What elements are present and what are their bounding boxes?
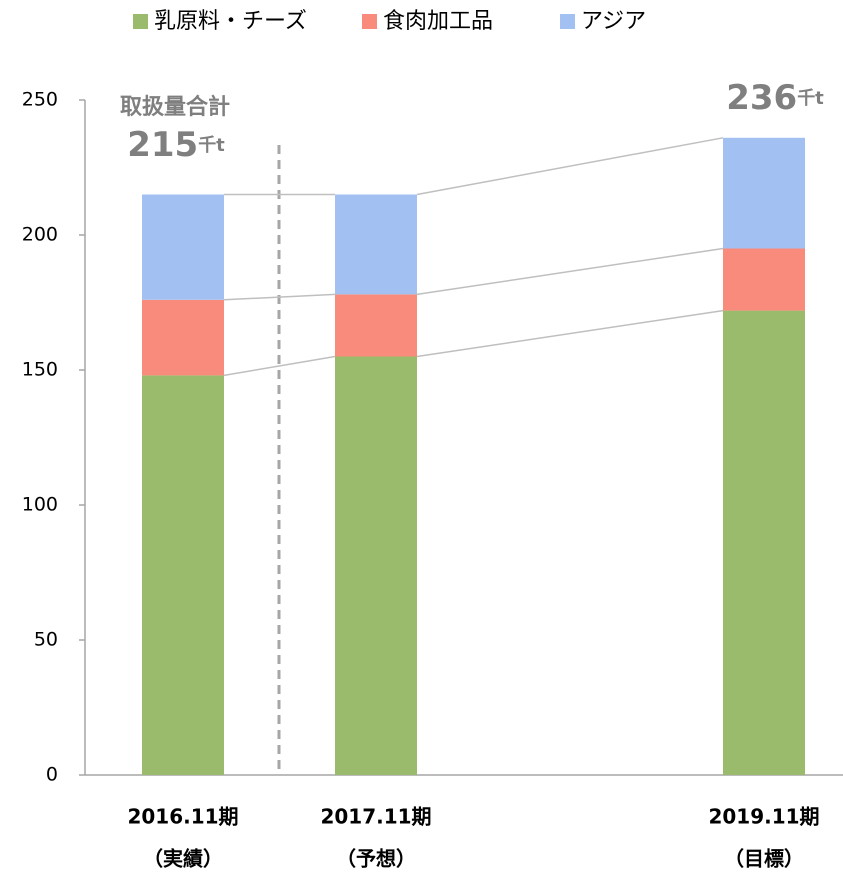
y-tick-label: 150 <box>22 359 58 381</box>
total-number: 215 <box>127 125 198 165</box>
connector-line <box>223 355 336 377</box>
y-tick-label: 0 <box>46 764 58 786</box>
x-tick-label: 2016.11期 <box>127 805 238 829</box>
x-tick-label: 2017.11期 <box>320 805 431 829</box>
total-value: 236千t <box>726 78 824 118</box>
y-tick-label: 250 <box>22 89 58 111</box>
bar-segment <box>335 194 417 295</box>
legend-swatch <box>362 14 377 29</box>
legend-swatch <box>560 14 575 29</box>
total-number: 236 <box>726 78 797 118</box>
bar-segment <box>723 248 805 311</box>
legend-swatch <box>133 14 148 29</box>
x-tick-note: （目標） <box>724 847 804 871</box>
bar-segment <box>335 356 417 775</box>
bar-segment <box>142 375 224 775</box>
bar-segment <box>723 137 805 249</box>
connector-line <box>223 293 336 301</box>
y-tick-label: 100 <box>22 494 58 516</box>
bar-segment <box>142 299 224 376</box>
bar-segment <box>335 294 417 357</box>
y-tick-label: 50 <box>34 629 58 651</box>
total-unit: 千t <box>797 88 824 109</box>
y-tick-label: 200 <box>22 224 58 246</box>
legend-label: アジア <box>581 9 646 34</box>
total-unit: 千t <box>198 135 225 156</box>
x-tick-note: （予想） <box>336 847 416 871</box>
legend-label: 乳原料・チーズ <box>154 9 307 34</box>
x-tick-note: （実績） <box>143 847 223 871</box>
total-value: 215千t <box>127 125 225 165</box>
bar-segment <box>142 194 224 300</box>
x-tick-label: 2019.11期 <box>708 805 819 829</box>
legend-label: 食肉加工品 <box>383 9 493 34</box>
connector-line <box>416 247 724 296</box>
connector-line <box>416 137 724 196</box>
bar-segment <box>723 310 805 775</box>
total-label: 取扱量合計 <box>120 94 230 120</box>
connector-line <box>416 309 724 358</box>
